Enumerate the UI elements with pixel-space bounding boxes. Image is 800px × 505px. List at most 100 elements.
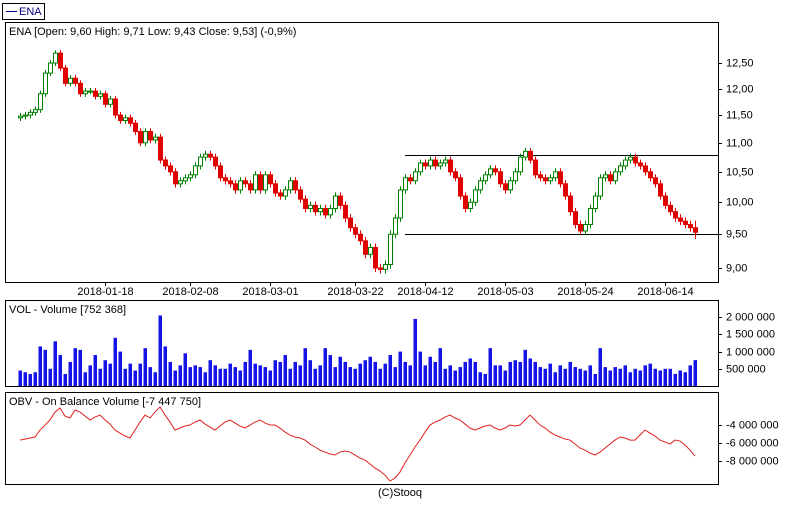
volume-bar — [98, 368, 102, 386]
price-panel-label: ENA [Open: 9,60 High: 9,71 Low: 9,43 Clo… — [9, 26, 296, 38]
candle-body — [163, 159, 168, 167]
candle-body — [28, 111, 33, 116]
candle-body — [248, 183, 253, 191]
candle-body — [258, 174, 263, 191]
volume-bar — [333, 367, 337, 386]
volume-bar — [508, 361, 512, 386]
candle-body — [158, 136, 163, 161]
y-tick-label: 1 000 000 — [726, 346, 775, 358]
candle-body — [618, 165, 623, 173]
candle-body — [548, 177, 553, 182]
candle-body — [638, 162, 643, 167]
x-tick-label: 2018-02-08 — [162, 286, 218, 298]
candle-body — [503, 183, 508, 191]
volume-bar — [128, 363, 132, 386]
candle-body — [488, 168, 493, 176]
volume-bar — [358, 363, 362, 386]
candle-body — [653, 177, 658, 185]
candle-body — [468, 201, 473, 210]
candle-body — [598, 177, 603, 197]
volume-bar — [38, 346, 42, 386]
volume-bar — [453, 370, 457, 386]
candle-body — [398, 189, 403, 219]
candle-body — [563, 183, 568, 197]
candle-body — [203, 153, 208, 158]
volume-bar — [603, 367, 607, 386]
volume-bar — [138, 363, 142, 386]
volume-bar — [198, 367, 202, 386]
legend-box — [2, 3, 45, 20]
volume-bar — [153, 372, 157, 386]
volume-bar — [33, 372, 37, 386]
volume-bar — [493, 365, 497, 386]
volume-bar — [143, 348, 147, 386]
volume-bar — [438, 348, 442, 386]
candle-body — [578, 223, 583, 232]
volume-bar — [393, 367, 397, 386]
candle-body — [238, 180, 243, 191]
volume-bar — [223, 368, 227, 386]
candle-body — [388, 233, 393, 266]
volume-bar — [53, 341, 57, 386]
y-tick-label: 12,50 — [726, 57, 754, 69]
volume-bar — [463, 361, 467, 386]
volume-bar — [233, 367, 237, 386]
volume-bar — [658, 370, 662, 386]
volume-bar — [88, 365, 92, 386]
y-tick-label: 9,50 — [726, 228, 747, 240]
obv-panel — [5, 392, 719, 485]
candle-body — [413, 171, 418, 182]
candle-body — [338, 195, 343, 206]
candle-body — [133, 122, 138, 133]
candle-body — [143, 131, 148, 144]
candle-body — [128, 117, 133, 124]
candle-body — [508, 180, 513, 191]
volume-bar — [318, 365, 322, 386]
volume-bar — [378, 368, 382, 386]
candle-body — [428, 159, 433, 167]
candle-body — [353, 227, 358, 235]
volume-bar — [673, 373, 677, 386]
volume-bar — [528, 358, 532, 386]
volume-bar — [178, 365, 182, 386]
volume-bar — [78, 349, 82, 386]
price-panel — [5, 22, 719, 283]
volume-bar — [538, 367, 542, 386]
candle-body — [583, 223, 588, 232]
volume-bar — [478, 372, 482, 386]
candle-body — [178, 180, 183, 185]
volume-bar — [278, 361, 282, 386]
volume-bar — [293, 361, 297, 386]
x-tick-label: 2018-04-12 — [397, 286, 453, 298]
candle-body — [423, 162, 428, 167]
candle-body — [223, 177, 228, 182]
candle-body — [608, 174, 613, 182]
volume-bar — [48, 368, 52, 386]
volume-bar — [598, 348, 602, 386]
volume-bar — [283, 355, 287, 386]
candle-body — [568, 195, 573, 213]
volume-bar — [168, 361, 172, 386]
x-tick-label: 2018-05-24 — [557, 286, 613, 298]
candle-body — [173, 171, 178, 185]
volume-bar — [413, 318, 417, 386]
volume-bar — [313, 368, 317, 386]
volume-bar — [428, 356, 432, 386]
y-tick-label: -8 000 000 — [726, 455, 779, 467]
candle-body — [278, 192, 283, 197]
volume-bar — [263, 367, 267, 386]
volume-bar — [188, 367, 192, 386]
obv-panel-label: OBV - On Balance Volume [-7 447 750] — [9, 396, 201, 408]
candle-body — [418, 162, 423, 173]
volume-bar — [618, 368, 622, 386]
candle-body — [18, 115, 23, 119]
candle-body — [693, 227, 698, 233]
candle-body — [473, 189, 478, 203]
volume-bar — [548, 363, 552, 386]
candle-body — [123, 117, 128, 122]
y-tick-label: -6 000 000 — [726, 437, 779, 449]
candle-body — [613, 171, 618, 182]
volume-bar — [238, 370, 242, 386]
volume-bar — [553, 372, 557, 386]
volume-bar — [183, 353, 187, 386]
